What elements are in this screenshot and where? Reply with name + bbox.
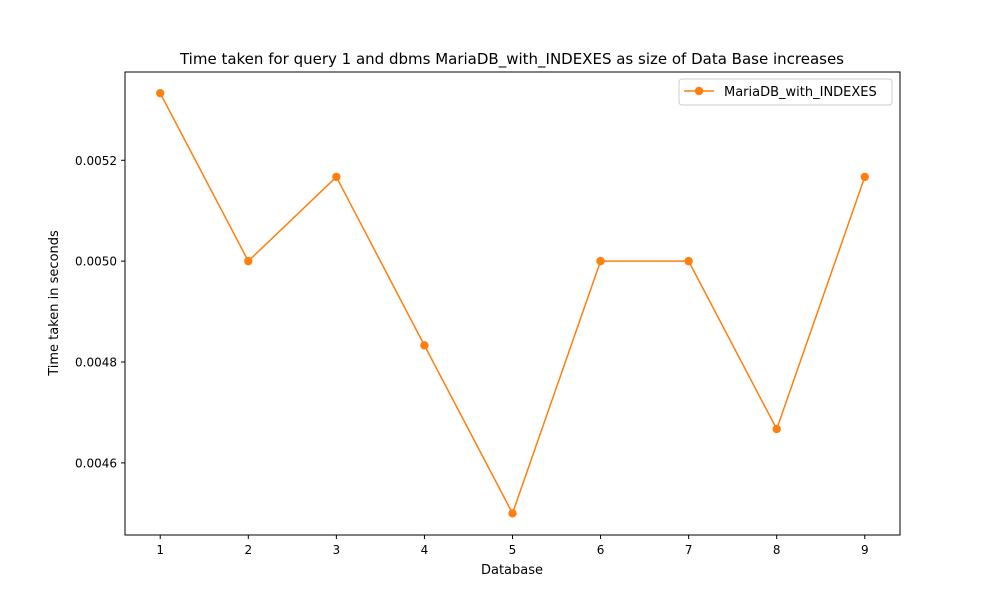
data-point — [596, 257, 604, 265]
x-tick-label: 9 — [861, 543, 869, 557]
x-axis-label: Database — [481, 563, 543, 578]
y-tick-label: 0.0050 — [75, 255, 117, 269]
x-tick-label: 3 — [333, 543, 341, 557]
data-point — [244, 257, 252, 265]
legend: MariaDB_with_INDEXES — [679, 79, 892, 105]
x-tick-label: 1 — [156, 543, 164, 557]
x-tick-label: 5 — [509, 543, 517, 557]
data-point — [773, 425, 781, 433]
x-tick-label: 4 — [421, 543, 429, 557]
y-axis-label: Time taken in seconds — [47, 230, 62, 377]
data-point — [508, 509, 516, 517]
plot-area — [125, 72, 900, 535]
data-point — [420, 341, 428, 349]
data-point — [156, 89, 164, 97]
data-point — [861, 173, 869, 181]
y-tick-label: 0.0052 — [75, 154, 117, 168]
y-tick-label: 0.0046 — [75, 456, 117, 470]
x-tick-label: 8 — [773, 543, 781, 557]
legend-series-label: MariaDB_with_INDEXES — [724, 85, 877, 100]
x-tick-label: 6 — [597, 543, 605, 557]
data-point — [684, 257, 692, 265]
legend-series-marker — [695, 87, 703, 95]
data-point — [332, 173, 340, 181]
chart-title: Time taken for query 1 and dbms MariaDB_… — [179, 50, 844, 69]
x-tick-label: 7 — [685, 543, 693, 557]
x-tick-label: 2 — [244, 543, 252, 557]
y-tick-label: 0.0048 — [75, 356, 117, 370]
